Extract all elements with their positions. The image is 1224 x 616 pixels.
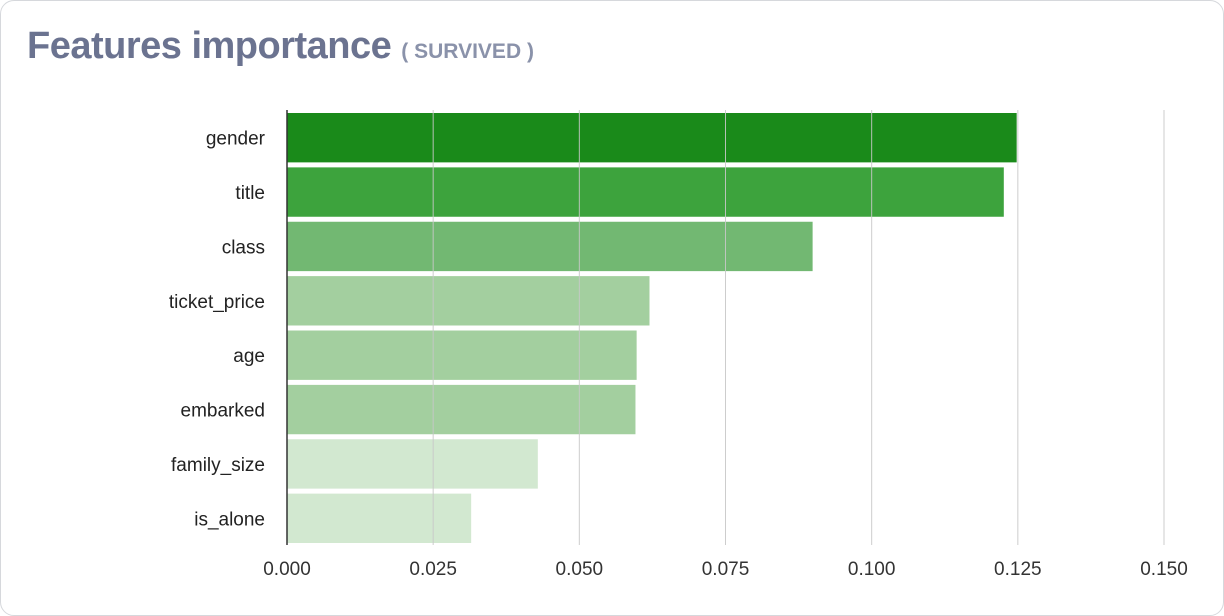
x-tick-label: 0.050 [556,559,604,580]
x-tick-label: 0.025 [409,559,457,580]
bar-ticket-price [287,276,650,326]
x-tick-label: 0.125 [994,559,1042,580]
category-label: is_alone [194,509,265,530]
category-label: family_size [171,455,265,476]
chart-subtitle: ( SURVIVED ) [401,40,534,63]
x-tick-label: 0.000 [263,559,311,580]
category-label: gender [206,129,266,150]
bar-class [287,221,813,272]
bar-is-alone [287,493,472,543]
x-tick-label: 0.150 [1140,559,1188,580]
chart-header: Features importance ( SURVIVED ) [27,25,534,68]
x-tick-label: 0.100 [848,559,896,580]
bar-age [287,330,637,380]
bar-gender [287,113,1017,163]
chart-title: Features importance [27,25,392,67]
x-tick-label: 0.075 [702,559,750,580]
bar-family-size [287,439,538,489]
category-label: age [233,346,265,367]
gridlines-group: 0.000 0.025 0.050 0.075 0.100 0.125 0.150 [263,110,1188,580]
category-label: embarked [181,401,266,422]
category-label: class [222,237,265,258]
bar-title [287,167,1004,217]
category-label: title [235,183,265,204]
bar-embarked [287,384,636,435]
category-label: ticket_price [169,292,265,313]
